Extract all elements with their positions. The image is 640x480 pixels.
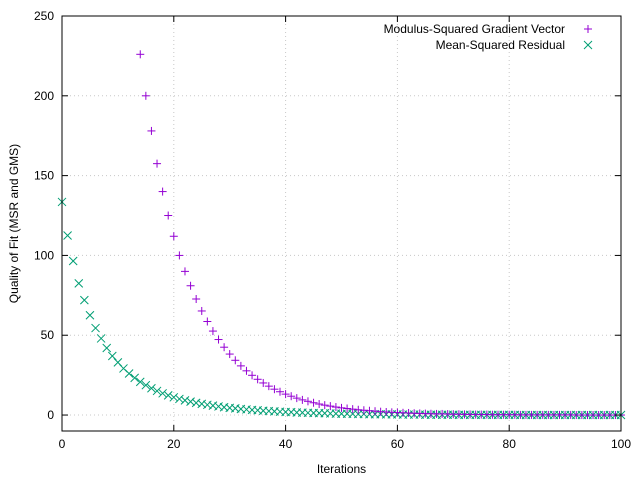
data-point-gradient	[331, 403, 340, 412]
data-point-gradient	[225, 350, 234, 359]
data-point-gradient	[175, 251, 184, 260]
data-point-residual	[102, 343, 112, 353]
data-point-gradient	[259, 378, 268, 387]
data-point-gradient	[153, 159, 162, 168]
y-tick-label: 0	[47, 408, 54, 422]
data-point-residual	[186, 397, 195, 406]
plot-background	[62, 16, 621, 431]
data-point-residual	[68, 256, 78, 266]
data-point-gradient	[337, 403, 346, 412]
x-tick-label: 80	[503, 437, 517, 451]
legend-marker-cross	[583, 40, 593, 50]
data-point-gradient	[276, 387, 285, 396]
legend-label-residual: Mean-Squared Residual	[436, 38, 565, 52]
data-point-gradient	[180, 267, 189, 276]
legend-label-gradient: Modulus-Squared Gradient Vector	[384, 22, 565, 36]
data-point-residual	[147, 383, 156, 393]
data-point-gradient	[292, 394, 301, 403]
data-point-gradient	[208, 327, 217, 336]
data-point-residual	[158, 388, 167, 398]
data-point-gradient	[220, 343, 229, 352]
x-tick-label: 20	[167, 437, 181, 451]
data-point-residual	[180, 396, 190, 405]
x-axis-title: Iterations	[317, 462, 366, 476]
data-point-residual	[107, 351, 117, 361]
data-point-residual	[85, 310, 95, 320]
x-tick-label: 40	[279, 437, 293, 451]
data-point-gradient	[320, 401, 329, 410]
data-point-residual	[163, 391, 173, 400]
data-point-gradient	[158, 187, 167, 196]
data-point-gradient	[186, 281, 195, 290]
data-point-residual	[135, 377, 145, 387]
data-series	[57, 50, 626, 420]
data-point-gradient	[287, 392, 296, 401]
legend-sample-plus	[584, 25, 592, 33]
data-point-gradient	[248, 371, 257, 380]
axis-ticks: 0 20 40 60 80 100 0 50 100 150 200 250	[34, 9, 631, 451]
data-point-gradient	[303, 397, 312, 406]
data-point-gradient	[315, 400, 324, 409]
data-point-gradient	[264, 382, 273, 391]
y-tick-label: 50	[41, 328, 55, 342]
data-point-gradient	[141, 91, 150, 100]
data-point-gradient	[214, 335, 223, 344]
data-point-residual	[130, 373, 140, 383]
data-point-gradient	[309, 398, 318, 407]
data-point-gradient	[203, 317, 212, 326]
data-point-gradient	[136, 50, 145, 59]
data-point-residual	[152, 386, 162, 396]
y-tick-label: 100	[34, 248, 54, 262]
x-tick-label: 60	[391, 437, 405, 451]
plot-frame	[61, 15, 622, 432]
data-point-gradient	[147, 126, 156, 135]
data-point-gradient	[169, 232, 178, 241]
data-point-gradient	[270, 385, 279, 394]
y-axis-title: Quality of Fit (MSR and GMS)	[7, 144, 21, 303]
data-point-gradient	[343, 404, 352, 413]
data-point-gradient	[298, 395, 307, 404]
y-tick-label: 250	[34, 9, 54, 23]
data-point-gradient	[242, 366, 251, 375]
data-point-gradient	[164, 211, 173, 220]
data-point-gradient	[281, 390, 290, 399]
legend: Modulus-Squared Gradient Vector Mean-Squ…	[384, 22, 593, 52]
x-tick-label: 0	[59, 437, 66, 451]
x-tick-label: 100	[611, 437, 631, 451]
data-point-residual	[63, 231, 72, 240]
data-point-gradient	[326, 402, 335, 411]
data-point-gradient	[236, 361, 245, 370]
data-point-residual	[91, 323, 100, 333]
data-point-residual	[175, 394, 184, 404]
data-point-residual	[169, 392, 179, 402]
legend-marker-plus	[584, 25, 592, 33]
data-point-residual	[80, 295, 89, 305]
data-point-residual	[124, 369, 134, 378]
data-point-residual	[74, 279, 84, 288]
data-point-residual	[141, 380, 151, 390]
legend-sample-cross	[583, 40, 593, 50]
data-point-gradient	[231, 356, 240, 365]
data-point-residual	[96, 334, 106, 343]
y-tick-label: 200	[34, 89, 54, 103]
data-point-gradient	[197, 306, 206, 315]
data-point-gradient	[192, 294, 201, 303]
y-tick-label: 150	[34, 169, 54, 183]
data-point-gradient	[253, 375, 262, 384]
series-gradient	[136, 50, 625, 420]
data-point-gradient	[348, 405, 357, 414]
